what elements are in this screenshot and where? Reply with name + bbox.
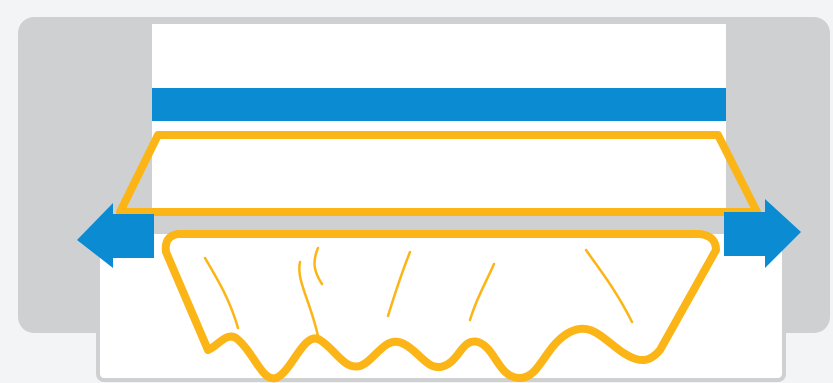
- blue-band: [152, 88, 726, 121]
- crease-line: [468, 262, 496, 322]
- crease-line: [386, 250, 412, 318]
- crease-line: [203, 256, 240, 330]
- bag-creases: [203, 246, 634, 338]
- arrow-left-icon: [77, 203, 154, 268]
- crease-line: [298, 260, 320, 338]
- bag-outline: [161, 230, 720, 383]
- arrow-right-icon: [724, 199, 801, 268]
- crease-line: [313, 246, 324, 286]
- crease-line: [584, 248, 634, 324]
